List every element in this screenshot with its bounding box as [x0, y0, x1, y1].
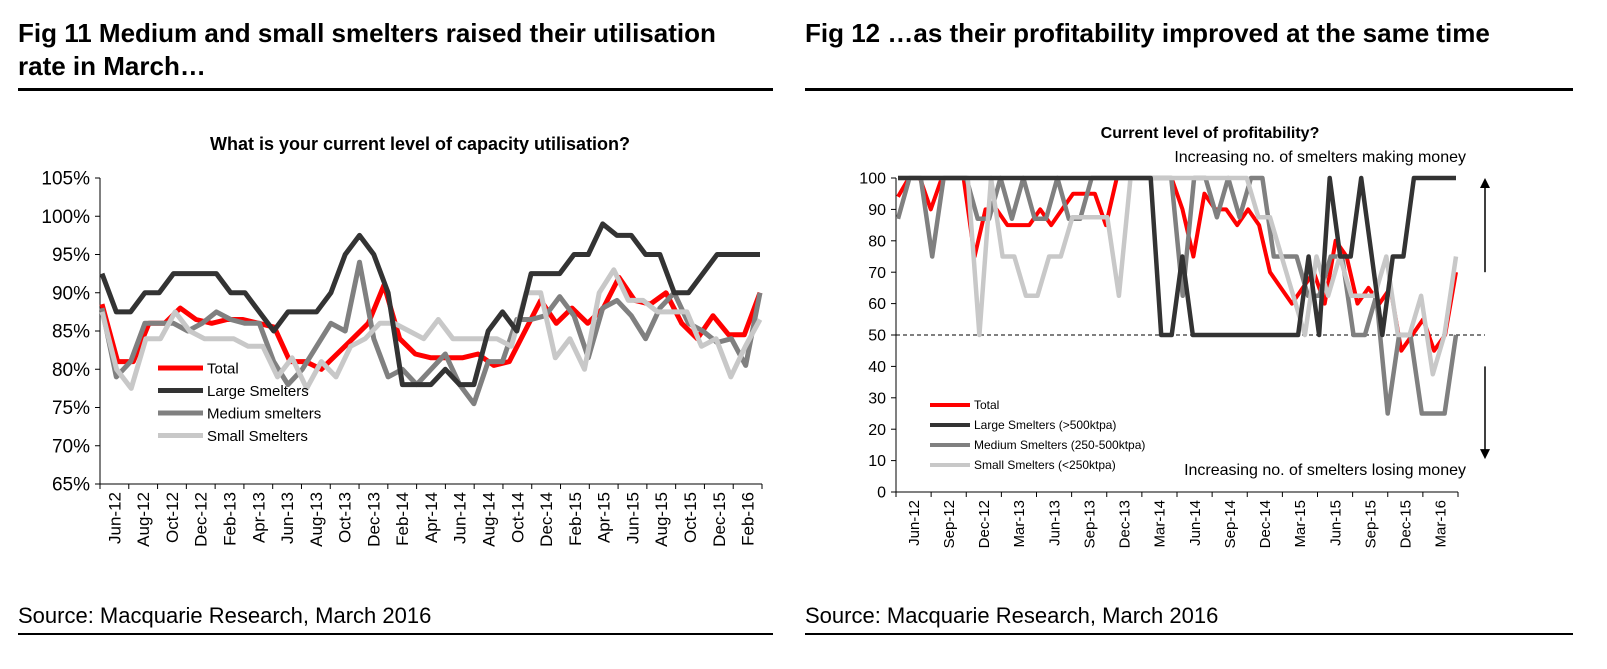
y-tick-label: 0 — [877, 485, 886, 502]
x-tick-label: Jun-15 — [1327, 500, 1344, 546]
x-tick-label: Jun-12 — [105, 492, 124, 544]
y-tick-label: 95% — [52, 245, 90, 266]
x-tick-label: Apr-14 — [422, 492, 441, 543]
x-tick-label: Jun-15 — [623, 492, 642, 544]
y-tick-label: 75% — [52, 398, 90, 419]
x-tick-label: Jun-12 — [906, 500, 923, 546]
y-tick-label: 80% — [52, 360, 90, 381]
y-tick-label: 50 — [868, 328, 886, 345]
x-tick-label: Feb-16 — [739, 492, 758, 546]
x-tick-label: Aug-14 — [480, 492, 499, 547]
fig12-bottom-rule — [805, 633, 1573, 635]
fig12-title: Fig 12 …as their profitability improved … — [805, 18, 1490, 48]
legend-label-medium: Medium Smelters (250-500ktpa) — [974, 438, 1145, 452]
x-tick-label: Mar-15 — [1292, 500, 1309, 548]
series-line-small — [99, 267, 763, 391]
x-tick-label: Dec-13 — [1117, 500, 1134, 548]
y-tick-label: 70% — [52, 436, 90, 457]
x-tick-label: Jun-13 — [278, 492, 297, 544]
y-tick-label: 90 — [868, 202, 886, 219]
x-tick-label: Aug-12 — [134, 492, 153, 547]
capacity-utilisation-chart: What is your current level of capacity u… — [41, 134, 763, 547]
fig12-source: Source: Macquarie Research, March 2016 — [805, 603, 1219, 628]
x-tick-label: Jun-14 — [451, 492, 470, 544]
legend-label-large: Large Smelters — [207, 383, 309, 400]
down-arrow-icon — [1480, 449, 1490, 460]
x-tick-label: Sep-14 — [1222, 500, 1239, 548]
fig11-source: Source: Macquarie Research, March 2016 — [18, 603, 432, 628]
legend-label-large: Large Smelters (>500ktpa) — [974, 418, 1116, 432]
legend-label-total: Total — [207, 360, 239, 377]
x-tick-label: Oct-14 — [508, 492, 527, 543]
x-tick-label: Sep-15 — [1362, 500, 1379, 548]
x-tick-label: Mar-16 — [1433, 500, 1450, 548]
x-tick-label: Feb-15 — [566, 492, 585, 546]
x-tick-label: Mar-13 — [1011, 500, 1028, 548]
x-tick-label: Feb-13 — [220, 492, 239, 546]
y-tick-label: 90% — [52, 283, 90, 304]
x-tick-label: Dec-14 — [1257, 500, 1274, 548]
y-tick-label: 40 — [868, 359, 886, 376]
legend-label-small: Small Smelters (<250ktpa) — [974, 458, 1116, 472]
x-tick-label: Dec-12 — [976, 500, 993, 548]
x-tick-label: Jun-13 — [1046, 500, 1063, 546]
x-tick-label: Sep-13 — [1081, 500, 1098, 548]
series-line-medium — [895, 175, 1459, 416]
x-tick-label: Dec-15 — [710, 492, 729, 547]
x-tick-label: Oct-15 — [681, 492, 700, 543]
fig12-title-rule — [805, 88, 1573, 91]
series-line-large — [898, 175, 1456, 338]
annotation-losing-money: Increasing no. of smelters losing money — [1184, 462, 1466, 479]
y-tick-label: 30 — [868, 390, 886, 407]
y-tick-label: 70 — [868, 265, 886, 282]
series-line-large — [99, 221, 760, 388]
y-tick-label: 60 — [868, 296, 886, 313]
x-tick-label: Feb-14 — [393, 492, 412, 546]
x-tick-label: Apr-13 — [249, 492, 268, 543]
y-tick-label: 80 — [868, 233, 886, 250]
y-tick-label: 85% — [52, 322, 90, 343]
profitability-chart: Current level of profitability? 0 10 20 30 40… — [859, 125, 1490, 548]
x-tick-label: Aug-13 — [307, 492, 326, 547]
y-tick-label: 10 — [868, 453, 886, 470]
annotation-making-money: Increasing no. of smelters making money — [1174, 149, 1466, 166]
y-tick-label: 105% — [41, 169, 90, 190]
series-line-medium — [99, 259, 763, 407]
x-tick-label: Aug-15 — [652, 492, 671, 547]
y-tick-label: 65% — [52, 475, 90, 496]
up-arrow-icon — [1480, 178, 1490, 188]
y-tick-label: 100% — [41, 207, 90, 228]
chart-title: What is your current level of capacity u… — [210, 134, 630, 154]
fig11-title-rule — [18, 88, 773, 91]
x-tick-label: Mar-14 — [1152, 500, 1169, 548]
y-tick-label: 100 — [859, 171, 886, 188]
fig11-bottom-rule — [18, 633, 773, 635]
x-tick-label: Jun-14 — [1187, 500, 1204, 546]
y-tick-label: 20 — [868, 422, 886, 439]
x-tick-label: Apr-15 — [595, 492, 614, 543]
x-tick-label: Oct-13 — [336, 492, 355, 543]
x-tick-label: Dec-15 — [1398, 500, 1415, 548]
chart-title: Current level of profitability? — [1101, 125, 1320, 142]
legend-label-small: Small Smelters — [207, 428, 308, 445]
x-tick-label: Dec-12 — [192, 492, 211, 547]
x-tick-label: Sep-12 — [941, 500, 958, 548]
legend-label-medium: Medium smelters — [207, 405, 321, 422]
x-tick-label: Dec-13 — [364, 492, 383, 547]
x-tick-label: Dec-14 — [537, 492, 556, 547]
fig11-title: Fig 11 Medium and small smelters raised … — [18, 18, 716, 81]
x-tick-label: Oct-12 — [163, 492, 182, 543]
legend-label-total: Total — [974, 398, 999, 412]
